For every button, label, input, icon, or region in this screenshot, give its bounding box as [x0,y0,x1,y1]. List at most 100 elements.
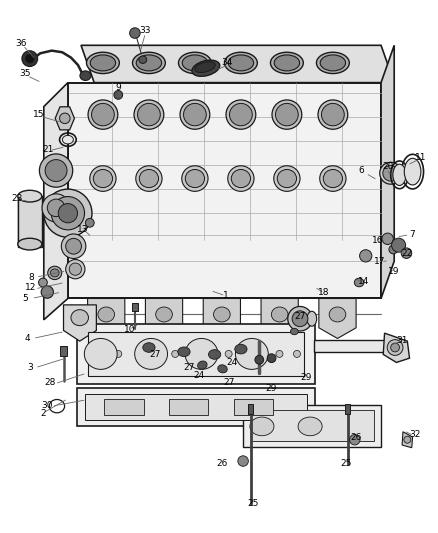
Text: 16: 16 [372,237,383,245]
Circle shape [404,436,411,443]
Text: 28: 28 [45,378,56,387]
Ellipse shape [320,55,346,71]
Ellipse shape [270,52,304,74]
Text: 24: 24 [226,358,238,367]
Circle shape [360,249,372,262]
Ellipse shape [404,158,421,185]
Ellipse shape [272,100,302,130]
Ellipse shape [92,103,114,126]
Ellipse shape [18,190,42,202]
Circle shape [39,154,73,187]
Ellipse shape [198,361,207,369]
Text: 17: 17 [374,257,386,265]
Ellipse shape [214,307,230,322]
Circle shape [45,159,67,182]
Ellipse shape [86,52,119,74]
Text: 36: 36 [15,39,27,48]
Ellipse shape [276,103,298,126]
Text: 26: 26 [217,459,228,468]
Ellipse shape [48,266,62,279]
Text: 8: 8 [28,273,35,281]
Circle shape [92,350,99,358]
Circle shape [255,356,264,364]
Ellipse shape [136,166,162,191]
Ellipse shape [236,338,268,369]
Text: 33: 33 [139,27,150,35]
Bar [104,399,144,415]
Circle shape [276,350,283,358]
Text: 24: 24 [194,372,205,380]
Circle shape [22,51,38,67]
Circle shape [85,219,94,227]
Circle shape [392,238,406,252]
Ellipse shape [329,307,346,322]
Ellipse shape [143,343,155,352]
Ellipse shape [80,71,91,80]
Circle shape [389,245,398,254]
Bar [60,346,67,356]
Ellipse shape [354,278,364,287]
Circle shape [391,343,399,352]
Circle shape [267,354,276,362]
Ellipse shape [182,55,208,71]
Ellipse shape [134,100,164,130]
Text: 2: 2 [40,409,46,417]
Ellipse shape [195,62,215,72]
Ellipse shape [139,56,147,63]
Circle shape [293,350,300,358]
Ellipse shape [231,169,251,188]
Polygon shape [381,45,394,298]
Ellipse shape [135,338,168,369]
Ellipse shape [323,169,343,188]
Ellipse shape [230,103,252,126]
Ellipse shape [274,166,300,191]
Ellipse shape [393,164,406,185]
Text: 1: 1 [223,292,229,300]
Circle shape [251,350,258,358]
Bar [169,399,208,415]
Text: 25: 25 [340,459,352,468]
Ellipse shape [84,338,117,369]
Ellipse shape [62,135,73,144]
Ellipse shape [226,100,256,130]
Text: 11: 11 [415,153,426,161]
Circle shape [141,350,148,358]
Circle shape [115,350,122,358]
Text: 22: 22 [402,249,413,257]
Bar [132,303,138,311]
Text: 29: 29 [300,373,311,382]
Polygon shape [64,305,96,341]
Text: 14: 14 [358,277,369,286]
Text: 10: 10 [124,325,135,334]
Ellipse shape [298,417,322,436]
Polygon shape [81,45,394,83]
Text: 34: 34 [221,59,233,67]
Circle shape [69,263,81,276]
Ellipse shape [316,52,350,74]
Ellipse shape [156,307,173,322]
Ellipse shape [98,307,115,322]
Ellipse shape [138,103,160,126]
Circle shape [238,456,248,466]
Circle shape [61,234,86,259]
Ellipse shape [307,311,317,326]
Text: 27: 27 [184,364,195,372]
Ellipse shape [184,103,206,126]
Bar [345,404,350,414]
Ellipse shape [192,60,220,76]
Ellipse shape [178,347,190,357]
Circle shape [47,199,65,216]
Ellipse shape [71,310,88,326]
Ellipse shape [178,52,211,74]
Polygon shape [383,333,410,362]
Polygon shape [85,394,307,420]
Text: 29: 29 [265,384,276,392]
Text: 26: 26 [350,433,361,441]
Ellipse shape [235,344,247,354]
Polygon shape [77,324,315,384]
Circle shape [292,311,308,327]
Ellipse shape [132,52,166,74]
Polygon shape [77,388,315,426]
Ellipse shape [274,55,300,71]
Circle shape [39,278,47,287]
